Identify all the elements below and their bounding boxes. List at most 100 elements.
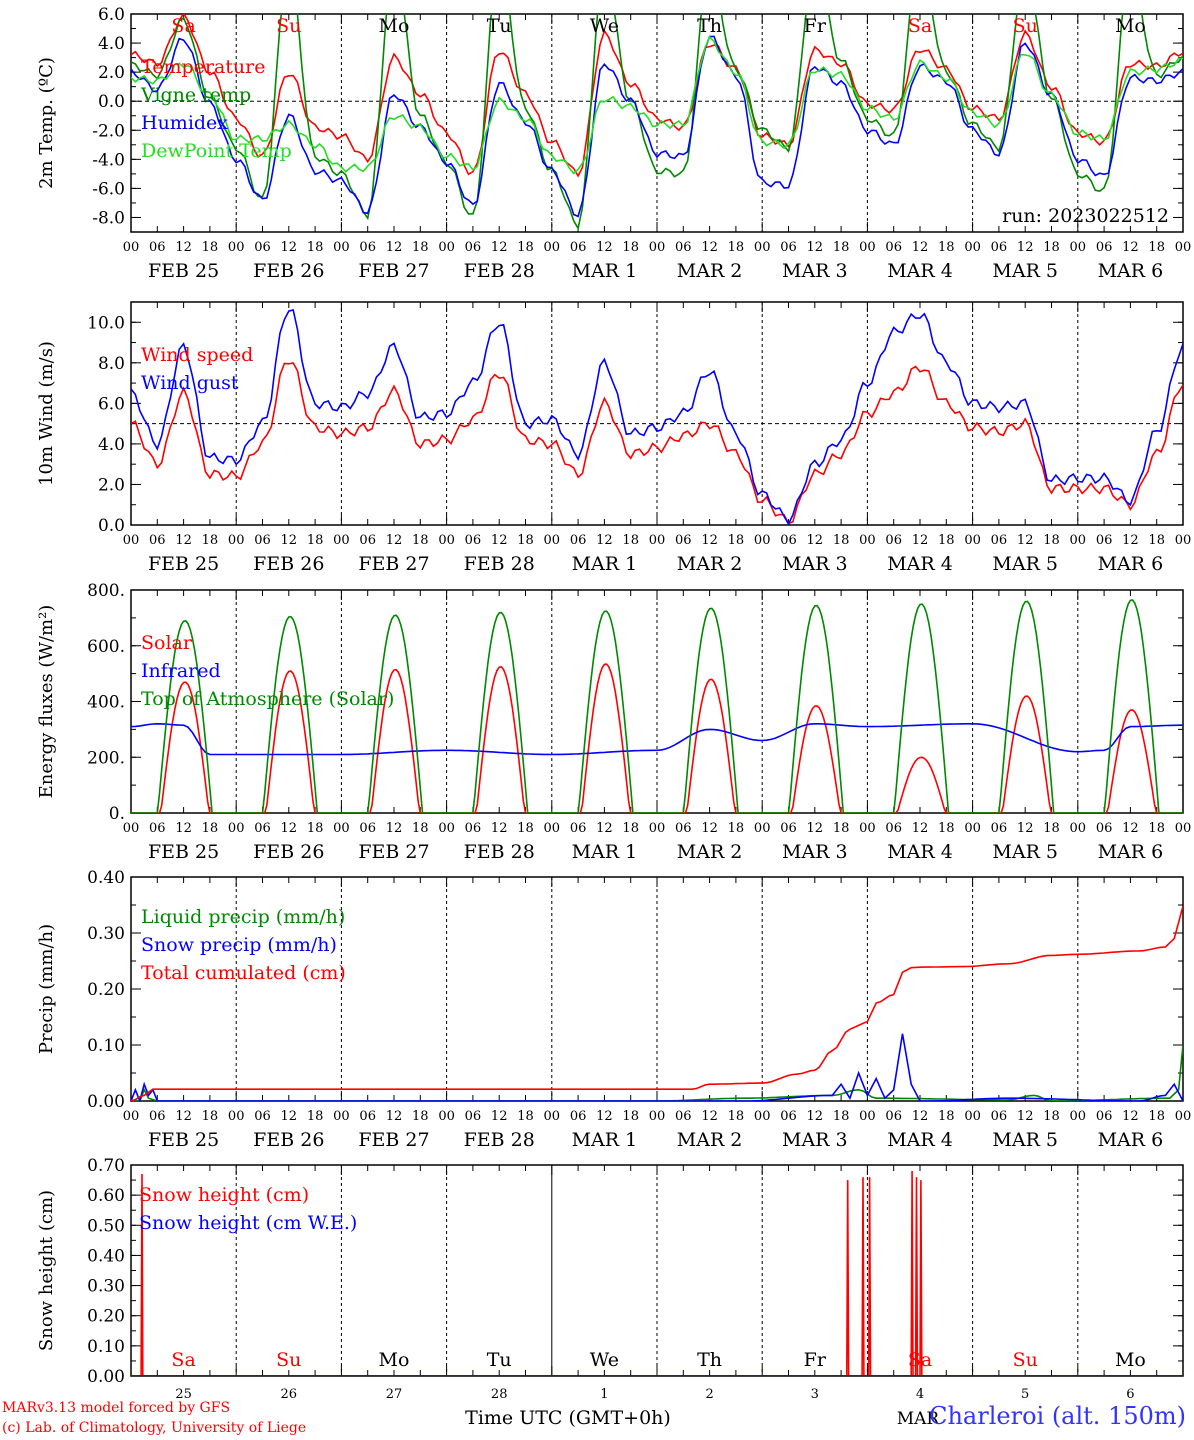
energy-hour-label: 18	[833, 821, 850, 836]
wind-hour-label: 18	[307, 533, 324, 548]
precip-hour-label: 00	[544, 1109, 561, 1124]
wind-hour-label: 00	[228, 533, 245, 548]
wind-date-label: FEB 26	[253, 553, 324, 575]
snow-day-number: 5	[1021, 1387, 1029, 1402]
precip-hour-label: 18	[517, 1109, 534, 1124]
precip-date-label: MAR 2	[677, 1129, 743, 1151]
temp-hour-label: 06	[991, 240, 1008, 255]
temp-hour-label: 18	[622, 240, 639, 255]
temp-hour-label: 18	[833, 240, 850, 255]
temp-hour-label: 12	[1017, 240, 1034, 255]
snow-y-tick-label: 0.00	[87, 1367, 125, 1387]
wind-y-tick-label: 0.0	[98, 516, 125, 536]
wind-hour-label: 06	[675, 533, 692, 548]
energy-hour-label: 06	[675, 821, 692, 836]
energy-hour-label: 00	[438, 821, 455, 836]
energy-y-tick-label: 600.	[87, 637, 125, 657]
precip-hour-label: 18	[1043, 1109, 1060, 1124]
wind-hour-label: 06	[149, 533, 166, 548]
precip-hour-label: 00	[333, 1109, 350, 1124]
wind-hour-label: 18	[833, 533, 850, 548]
wind-hour-label: 00	[123, 533, 140, 548]
snow-weekday-label: Su	[276, 1349, 301, 1371]
energy-hour-label: 12	[281, 821, 298, 836]
precip-legend-entry: Total cumulated (cm)	[141, 962, 346, 984]
energy-panel	[130, 589, 1184, 814]
precip-hour-label: 00	[228, 1109, 245, 1124]
temp-weekday-label: Fr	[804, 15, 827, 37]
temp-hour-label: 00	[859, 240, 876, 255]
run-label: run: 2023022512	[1002, 205, 1169, 227]
energy-hour-label: 06	[780, 821, 797, 836]
wind-hour-label: 00	[1175, 533, 1192, 548]
wind-hour-label: 18	[1148, 533, 1165, 548]
temp-hour-label: 12	[701, 240, 718, 255]
wind-series-wind-gust	[131, 309, 1183, 525]
precip-hour-label: 06	[359, 1109, 376, 1124]
snow-weekday-label: Mo	[1115, 1349, 1146, 1371]
snow-series-snow-height-cm-	[131, 1170, 1183, 1376]
precip-y-tick-label: 0.40	[87, 868, 125, 888]
wind-hour-label: 00	[964, 533, 981, 548]
temp-y-axis-label: 2m Temp. (ºC)	[36, 57, 57, 189]
energy-hour-label: 06	[254, 821, 271, 836]
snow-y-tick-label: 0.60	[87, 1186, 125, 1206]
wind-series-wind-speed	[131, 362, 1183, 525]
temp-hour-label: 06	[570, 240, 587, 255]
temp-hour-label: 00	[754, 240, 771, 255]
snow-y-axis-label: Snow height (cm)	[36, 1190, 57, 1351]
snow-day-number: 6	[1126, 1387, 1134, 1402]
energy-legend-entry: Top of Atmosphere (Solar)	[141, 688, 394, 710]
wind-hour-label: 00	[754, 533, 771, 548]
temp-hour-label: 00	[649, 240, 666, 255]
model-credit: MARv3.13 model forced by GFS	[2, 1400, 231, 1416]
temp-series-vigne-temp	[131, 14, 1183, 231]
wind-date-label: FEB 28	[464, 553, 535, 575]
energy-hour-label: 00	[228, 821, 245, 836]
wind-y-tick-label: 8.0	[98, 354, 125, 374]
snow-day-number: 2	[705, 1387, 713, 1402]
snow-y-tick-label: 0.40	[87, 1246, 125, 1266]
wind-hour-label: 00	[1070, 533, 1087, 548]
precip-date-label: MAR 4	[887, 1129, 953, 1151]
snow-day-number: 26	[281, 1387, 298, 1402]
wind-date-label: MAR 2	[677, 553, 743, 575]
snow-day-number: 28	[491, 1387, 508, 1402]
precip-series-snow-precip-mm-h-	[131, 1033, 1183, 1101]
snow-weekday-label: Sa	[908, 1349, 932, 1371]
snow-y-tick-label: 0.70	[87, 1156, 125, 1176]
energy-date-label: MAR 1	[572, 841, 638, 863]
temp-weekday-label: Su	[1013, 15, 1038, 37]
wind-hour-label: 06	[885, 533, 902, 548]
temp-hour-label: 06	[780, 240, 797, 255]
energy-date-label: MAR 4	[887, 841, 953, 863]
precip-y-axis-label: Precip (mm/h)	[36, 924, 57, 1054]
wind-legend-entry: Wind gust	[141, 372, 239, 394]
precip-hour-label: 18	[938, 1109, 955, 1124]
energy-hour-label: 12	[1017, 821, 1034, 836]
energy-date-label: FEB 28	[464, 841, 535, 863]
station-label: Charleroi (alt. 150m)	[929, 1402, 1186, 1430]
wind-hour-label: 00	[438, 533, 455, 548]
wind-hour-label: 12	[701, 533, 718, 548]
wind-hour-label: 18	[622, 533, 639, 548]
energy-hour-label: 18	[307, 821, 324, 836]
temp-legend-entry: Humidex	[141, 112, 228, 134]
snow-weekday-label: Th	[697, 1349, 722, 1371]
temp-hour-label: 00	[228, 240, 245, 255]
wind-hour-label: 18	[1043, 533, 1060, 548]
temp-hour-label: 18	[938, 240, 955, 255]
temp-date-label: FEB 27	[358, 260, 429, 282]
precip-y-tick-label: 0.30	[87, 924, 125, 944]
wind-hour-label: 12	[386, 533, 403, 548]
wind-hour-label: 06	[254, 533, 271, 548]
precip-hour-label: 12	[912, 1109, 929, 1124]
energy-date-label: FEB 26	[253, 841, 324, 863]
precip-hour-label: 00	[964, 1109, 981, 1124]
energy-hour-label: 12	[175, 821, 192, 836]
temp-weekday-label: Tu	[487, 15, 512, 37]
precip-legend-entry: Snow precip (mm/h)	[141, 934, 337, 956]
precip-hour-label: 18	[307, 1109, 324, 1124]
temp-weekday-label: Su	[276, 15, 301, 37]
wind-hour-label: 00	[333, 533, 350, 548]
